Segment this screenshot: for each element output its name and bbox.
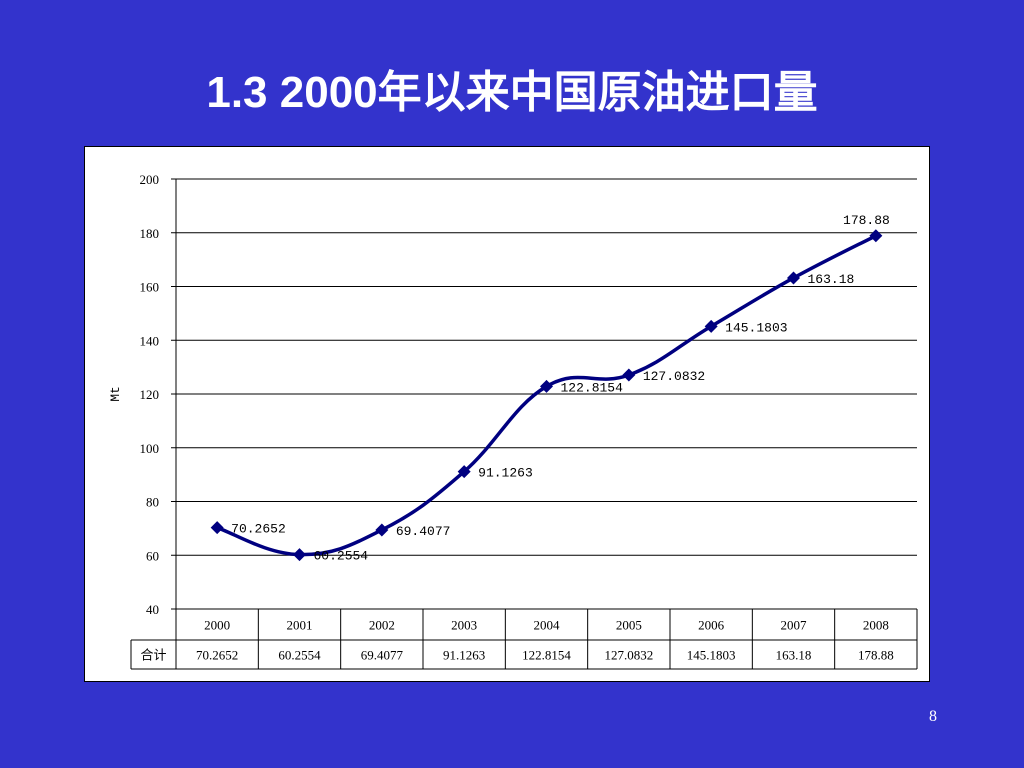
- table-cell: 127.0832: [604, 648, 653, 663]
- line-chart: 40 60 80 100 120 140 160 180 200 Mt 合计 2000 70.2652 2…: [108, 172, 918, 670]
- x-tick-label: 2002: [369, 618, 395, 633]
- data-label: 145.1803: [725, 320, 787, 335]
- y-axis-label: Mt: [108, 386, 123, 402]
- data-label: 122.8154: [561, 380, 624, 395]
- x-tick-label: 2004: [534, 618, 561, 633]
- y-tick-label: 100: [140, 441, 160, 456]
- data-label: 60.2554: [314, 549, 369, 564]
- x-tick-label: 2003: [451, 618, 477, 633]
- chart-frame: 40 60 80 100 120 140 160 180 200 Mt 合计 2000 70.2652 2…: [84, 146, 930, 682]
- y-tick-label: 180: [140, 226, 160, 241]
- y-tick-label: 200: [140, 172, 160, 187]
- data-point-marker: [787, 271, 800, 285]
- data-point-marker: [293, 548, 306, 562]
- table-cell: 122.8154: [522, 648, 571, 663]
- data-point-marker: [622, 368, 636, 382]
- y-tick-label: 160: [140, 280, 160, 295]
- data-label: 178.88: [843, 213, 890, 228]
- series-line: [216, 234, 877, 557]
- table-cell: 69.4077: [361, 648, 404, 663]
- data-label: 70.2652: [231, 522, 286, 537]
- data-label: 91.1263: [478, 466, 533, 481]
- data-label: 127.0832: [643, 369, 705, 384]
- x-tick-label: 2007: [781, 618, 808, 633]
- x-tick-label: 2001: [287, 618, 313, 633]
- x-tick-label: 2008: [863, 618, 889, 633]
- table-cell: 60.2554: [278, 648, 321, 663]
- y-tick-label: 140: [140, 333, 160, 348]
- x-tick-label: 2006: [698, 618, 725, 633]
- table-cell: 178.88: [858, 648, 894, 663]
- data-label: 69.4077: [396, 524, 451, 539]
- y-tick-label: 60: [146, 548, 159, 563]
- x-tick-label: 2000: [204, 618, 230, 633]
- x-tick-label: 2005: [616, 618, 642, 633]
- slide-title: 1.3 2000年以来中国原油进口量: [206, 68, 818, 117]
- data-point-marker: [704, 319, 718, 333]
- y-tick-label: 40: [146, 602, 159, 617]
- table-cell: 70.2652: [196, 648, 238, 663]
- data-point-marker: [210, 521, 224, 535]
- data-point-marker: [375, 523, 389, 537]
- y-tick-label: 80: [146, 495, 159, 510]
- data-label: 163.18: [808, 272, 855, 287]
- table-cell: 145.1803: [687, 648, 736, 663]
- data-point-marker: [457, 465, 471, 479]
- table-row-header: 合计: [140, 648, 166, 663]
- data-point-marker: [540, 379, 553, 393]
- data-point-marker: [869, 229, 883, 243]
- table-cell: 163.18: [776, 648, 812, 663]
- table-cell: 91.1263: [443, 648, 485, 663]
- y-tick-label: 120: [140, 387, 160, 402]
- page-number: 8: [929, 708, 937, 725]
